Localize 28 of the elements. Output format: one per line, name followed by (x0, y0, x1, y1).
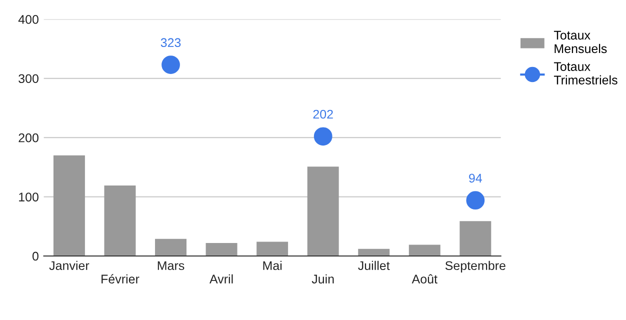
bar (53, 155, 85, 256)
y-tick-label: 300 (18, 74, 38, 84)
x-tick-label: Avril (210, 274, 233, 284)
data-label: 94 (469, 174, 482, 183)
legend-label: Totaux Trimestriels (554, 62, 618, 84)
bar (256, 242, 288, 256)
bar (358, 248, 390, 256)
bar (206, 242, 238, 256)
x-tick-label: Février (102, 274, 140, 284)
x-tick-label: Août (412, 274, 438, 284)
y-tick-label: 200 (18, 133, 38, 142)
x-tick-label: Mai (263, 260, 282, 270)
x-tick-label: Juin (312, 274, 334, 284)
y-tick-label: 400 (18, 15, 38, 24)
x-tick-label: Juillet (358, 260, 390, 270)
bar (408, 244, 440, 256)
bar (155, 238, 186, 256)
data-label: 323 (160, 38, 181, 48)
bar (104, 186, 136, 256)
x-tick-label: Janvier (49, 260, 90, 270)
x-tick-label: Septembre (445, 260, 506, 273)
bar (460, 221, 492, 256)
x-tick-label: Mars (158, 261, 184, 270)
bar (307, 166, 339, 256)
legend-label: Totaux Mensuels (554, 30, 607, 54)
data-label: 202 (313, 110, 333, 119)
y-tick-label: 0 (32, 252, 38, 261)
y-tick-label: 100 (19, 192, 38, 202)
